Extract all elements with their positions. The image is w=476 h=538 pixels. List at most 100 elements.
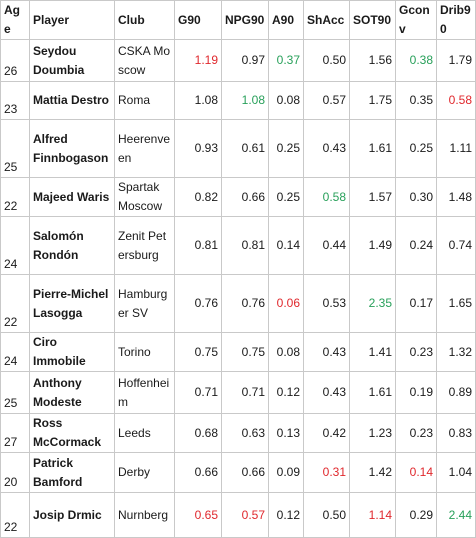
table-row: 24 Ciro Immobile Torino 0.75 0.75 0.08 0.43 1.4… <box>0 332 476 372</box>
cell-gconv: 0.17 <box>395 274 437 333</box>
cell-g90: 0.81 <box>174 216 222 275</box>
cell-a90: 0.37 <box>268 39 304 82</box>
cell-age: 22 <box>0 274 30 333</box>
cell-club: Derby <box>114 452 175 493</box>
header-shacc: ShAcc <box>303 0 350 40</box>
header-club: Club <box>114 0 175 40</box>
cell-a90: 0.08 <box>268 332 304 372</box>
cell-drib90: 0.74 <box>436 216 476 275</box>
table-body: 26 Seydou Doumbia CSKA Moscow 1.19 0.97 0.37 0… <box>0 39 476 538</box>
cell-shacc: 0.43 <box>303 371 350 414</box>
cell-sot90: 1.61 <box>349 119 396 178</box>
cell-drib90: 1.32 <box>436 332 476 372</box>
cell-player: Josip Drmic <box>29 492 115 538</box>
cell-drib90: 0.83 <box>436 413 476 453</box>
header-age: Age <box>0 0 30 40</box>
cell-npg90: 1.08 <box>221 81 269 120</box>
cell-age: 26 <box>0 39 30 82</box>
cell-shacc: 0.50 <box>303 492 350 538</box>
cell-shacc: 0.58 <box>303 177 350 217</box>
cell-g90: 0.76 <box>174 274 222 333</box>
cell-g90: 0.71 <box>174 371 222 414</box>
cell-sot90: 1.14 <box>349 492 396 538</box>
cell-g90: 0.65 <box>174 492 222 538</box>
cell-age: 24 <box>0 216 30 275</box>
cell-club: Zenit Petersburg <box>114 216 175 275</box>
table-row: 22 Pierre-Michel Lasogga Hamburger SV 0.76 0… <box>0 274 476 333</box>
table-row: 20 Patrick Bamford Derby 0.66 0.66 0.09 0.31 1.… <box>0 452 476 493</box>
cell-sot90: 1.41 <box>349 332 396 372</box>
cell-a90: 0.06 <box>268 274 304 333</box>
cell-npg90: 0.76 <box>221 274 269 333</box>
cell-drib90: 0.89 <box>436 371 476 414</box>
header-npg90: NPG90 <box>221 0 269 40</box>
cell-gconv: 0.23 <box>395 413 437 453</box>
cell-player: Mattia Destro <box>29 81 115 120</box>
header-a90: A90 <box>268 0 304 40</box>
cell-player: Ross McCormack <box>29 413 115 453</box>
cell-age: 25 <box>0 371 30 414</box>
cell-shacc: 0.57 <box>303 81 350 120</box>
cell-club: CSKA Moscow <box>114 39 175 82</box>
cell-npg90: 0.71 <box>221 371 269 414</box>
cell-age: 22 <box>0 177 30 217</box>
cell-gconv: 0.29 <box>395 492 437 538</box>
cell-g90: 0.82 <box>174 177 222 217</box>
cell-gconv: 0.38 <box>395 39 437 82</box>
table-row: 23 Mattia Destro Roma 1.08 1.08 0.08 0.57 1.75 0… <box>0 81 476 120</box>
cell-a90: 0.12 <box>268 371 304 414</box>
cell-a90: 0.13 <box>268 413 304 453</box>
cell-g90: 0.68 <box>174 413 222 453</box>
cell-a90: 0.08 <box>268 81 304 120</box>
cell-g90: 0.93 <box>174 119 222 178</box>
cell-age: 20 <box>0 452 30 493</box>
cell-shacc: 0.53 <box>303 274 350 333</box>
cell-player: Anthony Modeste <box>29 371 115 414</box>
cell-drib90: 1.65 <box>436 274 476 333</box>
cell-a90: 0.14 <box>268 216 304 275</box>
cell-npg90: 0.57 <box>221 492 269 538</box>
cell-g90: 1.08 <box>174 81 222 120</box>
cell-shacc: 0.50 <box>303 39 350 82</box>
header-row: Age Player Club G90 NPG90 A90 ShAcc SOT9… <box>0 0 476 40</box>
cell-gconv: 0.24 <box>395 216 437 275</box>
cell-npg90: 0.66 <box>221 452 269 493</box>
cell-sot90: 1.49 <box>349 216 396 275</box>
cell-shacc: 0.44 <box>303 216 350 275</box>
cell-npg90: 0.66 <box>221 177 269 217</box>
cell-age: 27 <box>0 413 30 453</box>
cell-age: 24 <box>0 332 30 372</box>
cell-sot90: 1.75 <box>349 81 396 120</box>
cell-gconv: 0.35 <box>395 81 437 120</box>
cell-shacc: 0.42 <box>303 413 350 453</box>
table-row: 24 Salomón Rondón Zenit Petersburg 0.81 0.81… <box>0 216 476 275</box>
cell-npg90: 0.63 <box>221 413 269 453</box>
header-sot90: SOT90 <box>349 0 396 40</box>
cell-shacc: 0.31 <box>303 452 350 493</box>
cell-npg90: 0.97 <box>221 39 269 82</box>
cell-sot90: 1.23 <box>349 413 396 453</box>
cell-drib90: 0.58 <box>436 81 476 120</box>
cell-g90: 1.19 <box>174 39 222 82</box>
table-row: 25 Alfred Finnbogason Heerenveen 0.93 0.61 0.… <box>0 119 476 178</box>
cell-sot90: 1.42 <box>349 452 396 493</box>
cell-player: Seydou Doumbia <box>29 39 115 82</box>
cell-club: Leeds <box>114 413 175 453</box>
header-g90: G90 <box>174 0 222 40</box>
cell-player: Salomón Rondón <box>29 216 115 275</box>
cell-club: Roma <box>114 81 175 120</box>
cell-player: Ciro Immobile <box>29 332 115 372</box>
cell-gconv: 0.14 <box>395 452 437 493</box>
cell-a90: 0.12 <box>268 492 304 538</box>
table-row: 25 Anthony Modeste Hoffenheim 0.71 0.71 0.12 0… <box>0 371 476 414</box>
cell-age: 22 <box>0 492 30 538</box>
cell-a90: 0.09 <box>268 452 304 493</box>
cell-club: Heerenveen <box>114 119 175 178</box>
cell-drib90: 1.04 <box>436 452 476 493</box>
cell-player: Alfred Finnbogason <box>29 119 115 178</box>
cell-shacc: 0.43 <box>303 332 350 372</box>
cell-player: Majeed Waris <box>29 177 115 217</box>
cell-drib90: 1.11 <box>436 119 476 178</box>
cell-drib90: 2.44 <box>436 492 476 538</box>
